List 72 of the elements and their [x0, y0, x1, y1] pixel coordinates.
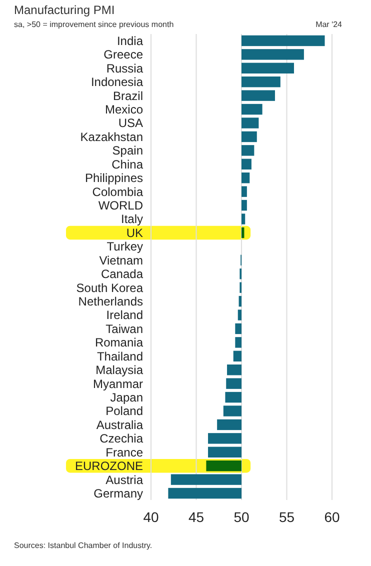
chart-title: Manufacturing PMI [14, 3, 115, 17]
y-tick-label: Philippines [84, 171, 143, 186]
y-tick-label: India [116, 34, 144, 48]
bar [242, 200, 247, 211]
bar [242, 76, 280, 88]
bar [242, 49, 304, 60]
y-tick-label: Germany [94, 486, 143, 500]
source-note: Sources: Istanbul Chamber of Industry. [14, 541, 152, 550]
bar [208, 446, 242, 458]
y-tick-label: Ireland [106, 308, 143, 322]
bar [235, 323, 242, 334]
bar [168, 488, 242, 499]
bar [242, 158, 252, 170]
bar [235, 337, 242, 348]
bar [238, 296, 242, 307]
bar [242, 145, 254, 156]
x-tick-label: 60 [324, 509, 340, 525]
bar [226, 378, 242, 389]
y-tick-label: Brazil [112, 88, 143, 103]
y-tick-label: South Korea [76, 280, 144, 295]
y-tick-label: USA [118, 116, 143, 130]
y-tick-label: Australia [96, 418, 144, 432]
bar [242, 118, 259, 128]
bar [242, 62, 294, 74]
y-tick-label: Colombia [92, 184, 144, 199]
bar [242, 131, 257, 142]
y-tick-label: Kazakhstan [80, 130, 143, 144]
y-tick-label: Romania [94, 336, 144, 350]
bar [238, 310, 242, 320]
y-tick-label: Greece [104, 48, 144, 62]
bar [206, 460, 242, 472]
bar [223, 406, 242, 416]
x-tick-label: 40 [143, 509, 159, 525]
y-tick-label: Vietnam [99, 253, 143, 268]
bar [242, 214, 246, 224]
bar [242, 172, 250, 184]
y-tick-label: China [112, 157, 144, 172]
text: Mar '24 [316, 20, 343, 29]
y-tick-label: France [106, 445, 144, 460]
bar [242, 104, 262, 115]
y-tick-label: Russia [106, 61, 144, 76]
y-tick-label: Italy [120, 212, 143, 226]
x-tick-label: 45 [188, 509, 204, 525]
y-tick-label: Austria [106, 472, 144, 487]
x-tick-label: 50 [234, 509, 250, 525]
y-tick-label: Poland [106, 404, 143, 418]
bar [242, 90, 275, 101]
y-tick-label: UK [126, 226, 143, 240]
y-tick-label: Indonesia [90, 75, 144, 90]
y-tick-label: WORLD [98, 198, 144, 212]
y-tick-label: Netherlands [78, 294, 143, 308]
y-tick-label: Turkey [106, 240, 143, 254]
bar [242, 186, 247, 197]
chart-subtitle: sa, >50 = improvement since previous month [14, 20, 174, 29]
bar [208, 433, 242, 444]
y-tick-label: Malaysia [96, 363, 144, 378]
y-tick-label: Myanmar [92, 376, 143, 391]
y-tick-label: Spain [112, 144, 143, 158]
y-tick-label: Mexico [104, 102, 144, 116]
y-tick-label: Japan [110, 390, 143, 404]
bar [233, 350, 242, 362]
bar [242, 35, 325, 46]
y-tick-label: Czechia [100, 432, 144, 446]
y-tick-label: Taiwan [106, 322, 143, 336]
bar [217, 419, 242, 430]
x-tick-label: 55 [278, 509, 295, 525]
y-tick-label: EUROZONE [74, 459, 143, 474]
bar [225, 392, 242, 403]
y-tick-label: Thailand [96, 349, 143, 364]
bar [242, 227, 244, 238]
y-tick-label: Canada [100, 267, 144, 282]
bar [227, 364, 242, 376]
